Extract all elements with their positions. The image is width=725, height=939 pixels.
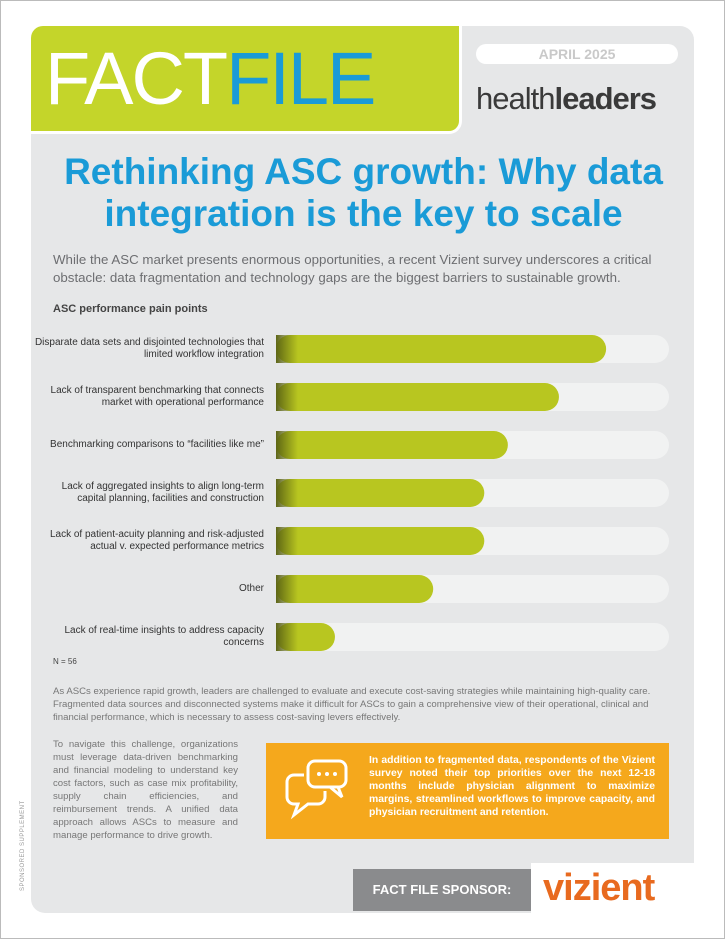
brand: healthleaders <box>476 81 657 117</box>
callout-box <box>266 743 669 839</box>
bar-shade <box>276 383 298 411</box>
chat-icon <box>285 759 348 820</box>
date: APRIL 2025 <box>476 44 678 64</box>
bar-track <box>276 623 669 651</box>
intro: While the ASC market presents enormous o… <box>53 252 652 285</box>
sponsor-label: FACT FILE SPONSOR: <box>353 869 531 911</box>
bar-shade <box>276 623 298 651</box>
bar <box>276 431 508 459</box>
sponsor-box <box>531 863 694 913</box>
sample-note: N = 56 <box>53 657 77 666</box>
bar-shade <box>276 575 298 603</box>
bar-shade <box>276 431 298 459</box>
bar-shade <box>276 527 298 555</box>
category-label: Lack of patient-acuity planning and risk… <box>49 529 264 552</box>
bar-shade <box>276 479 298 507</box>
category-label: Lack of transparent benchmarking that co… <box>50 385 264 408</box>
bar <box>276 335 607 363</box>
title: Rethinking ASC growth: Why data integrat… <box>64 151 663 234</box>
category-label: Other <box>238 583 264 594</box>
bar <box>276 383 559 411</box>
chart-title: ASC performance pain points <box>53 303 208 315</box>
bar <box>276 479 485 507</box>
logo: FACTFILE <box>31 26 459 131</box>
callout-text: In addition to fragmented data, responde… <box>369 755 655 818</box>
logo-right: FILE <box>226 37 376 120</box>
side-note: SPONSORED SUPPLEMENT <box>20 800 26 891</box>
logo-left: FACT <box>45 37 228 120</box>
category-label: Disparate data sets and disjointed techn… <box>34 337 264 360</box>
brand-bold: leaders <box>554 81 657 116</box>
category-label: Benchmarking comparisons to “facilities … <box>50 439 264 450</box>
bar <box>276 527 485 555</box>
category-label: Lack of aggregated insights to align lon… <box>61 481 264 504</box>
brand-light: health <box>476 81 555 116</box>
category-label: Lack of real-time insights to address ca… <box>64 625 264 648</box>
left-column: To navigate this challenge, organization… <box>53 739 238 841</box>
body-text: As ASCs experience rapid growth, leaders… <box>53 686 651 723</box>
bar <box>276 575 434 603</box>
bar-shade <box>276 335 298 363</box>
sponsor-logo: vizient <box>543 867 655 909</box>
